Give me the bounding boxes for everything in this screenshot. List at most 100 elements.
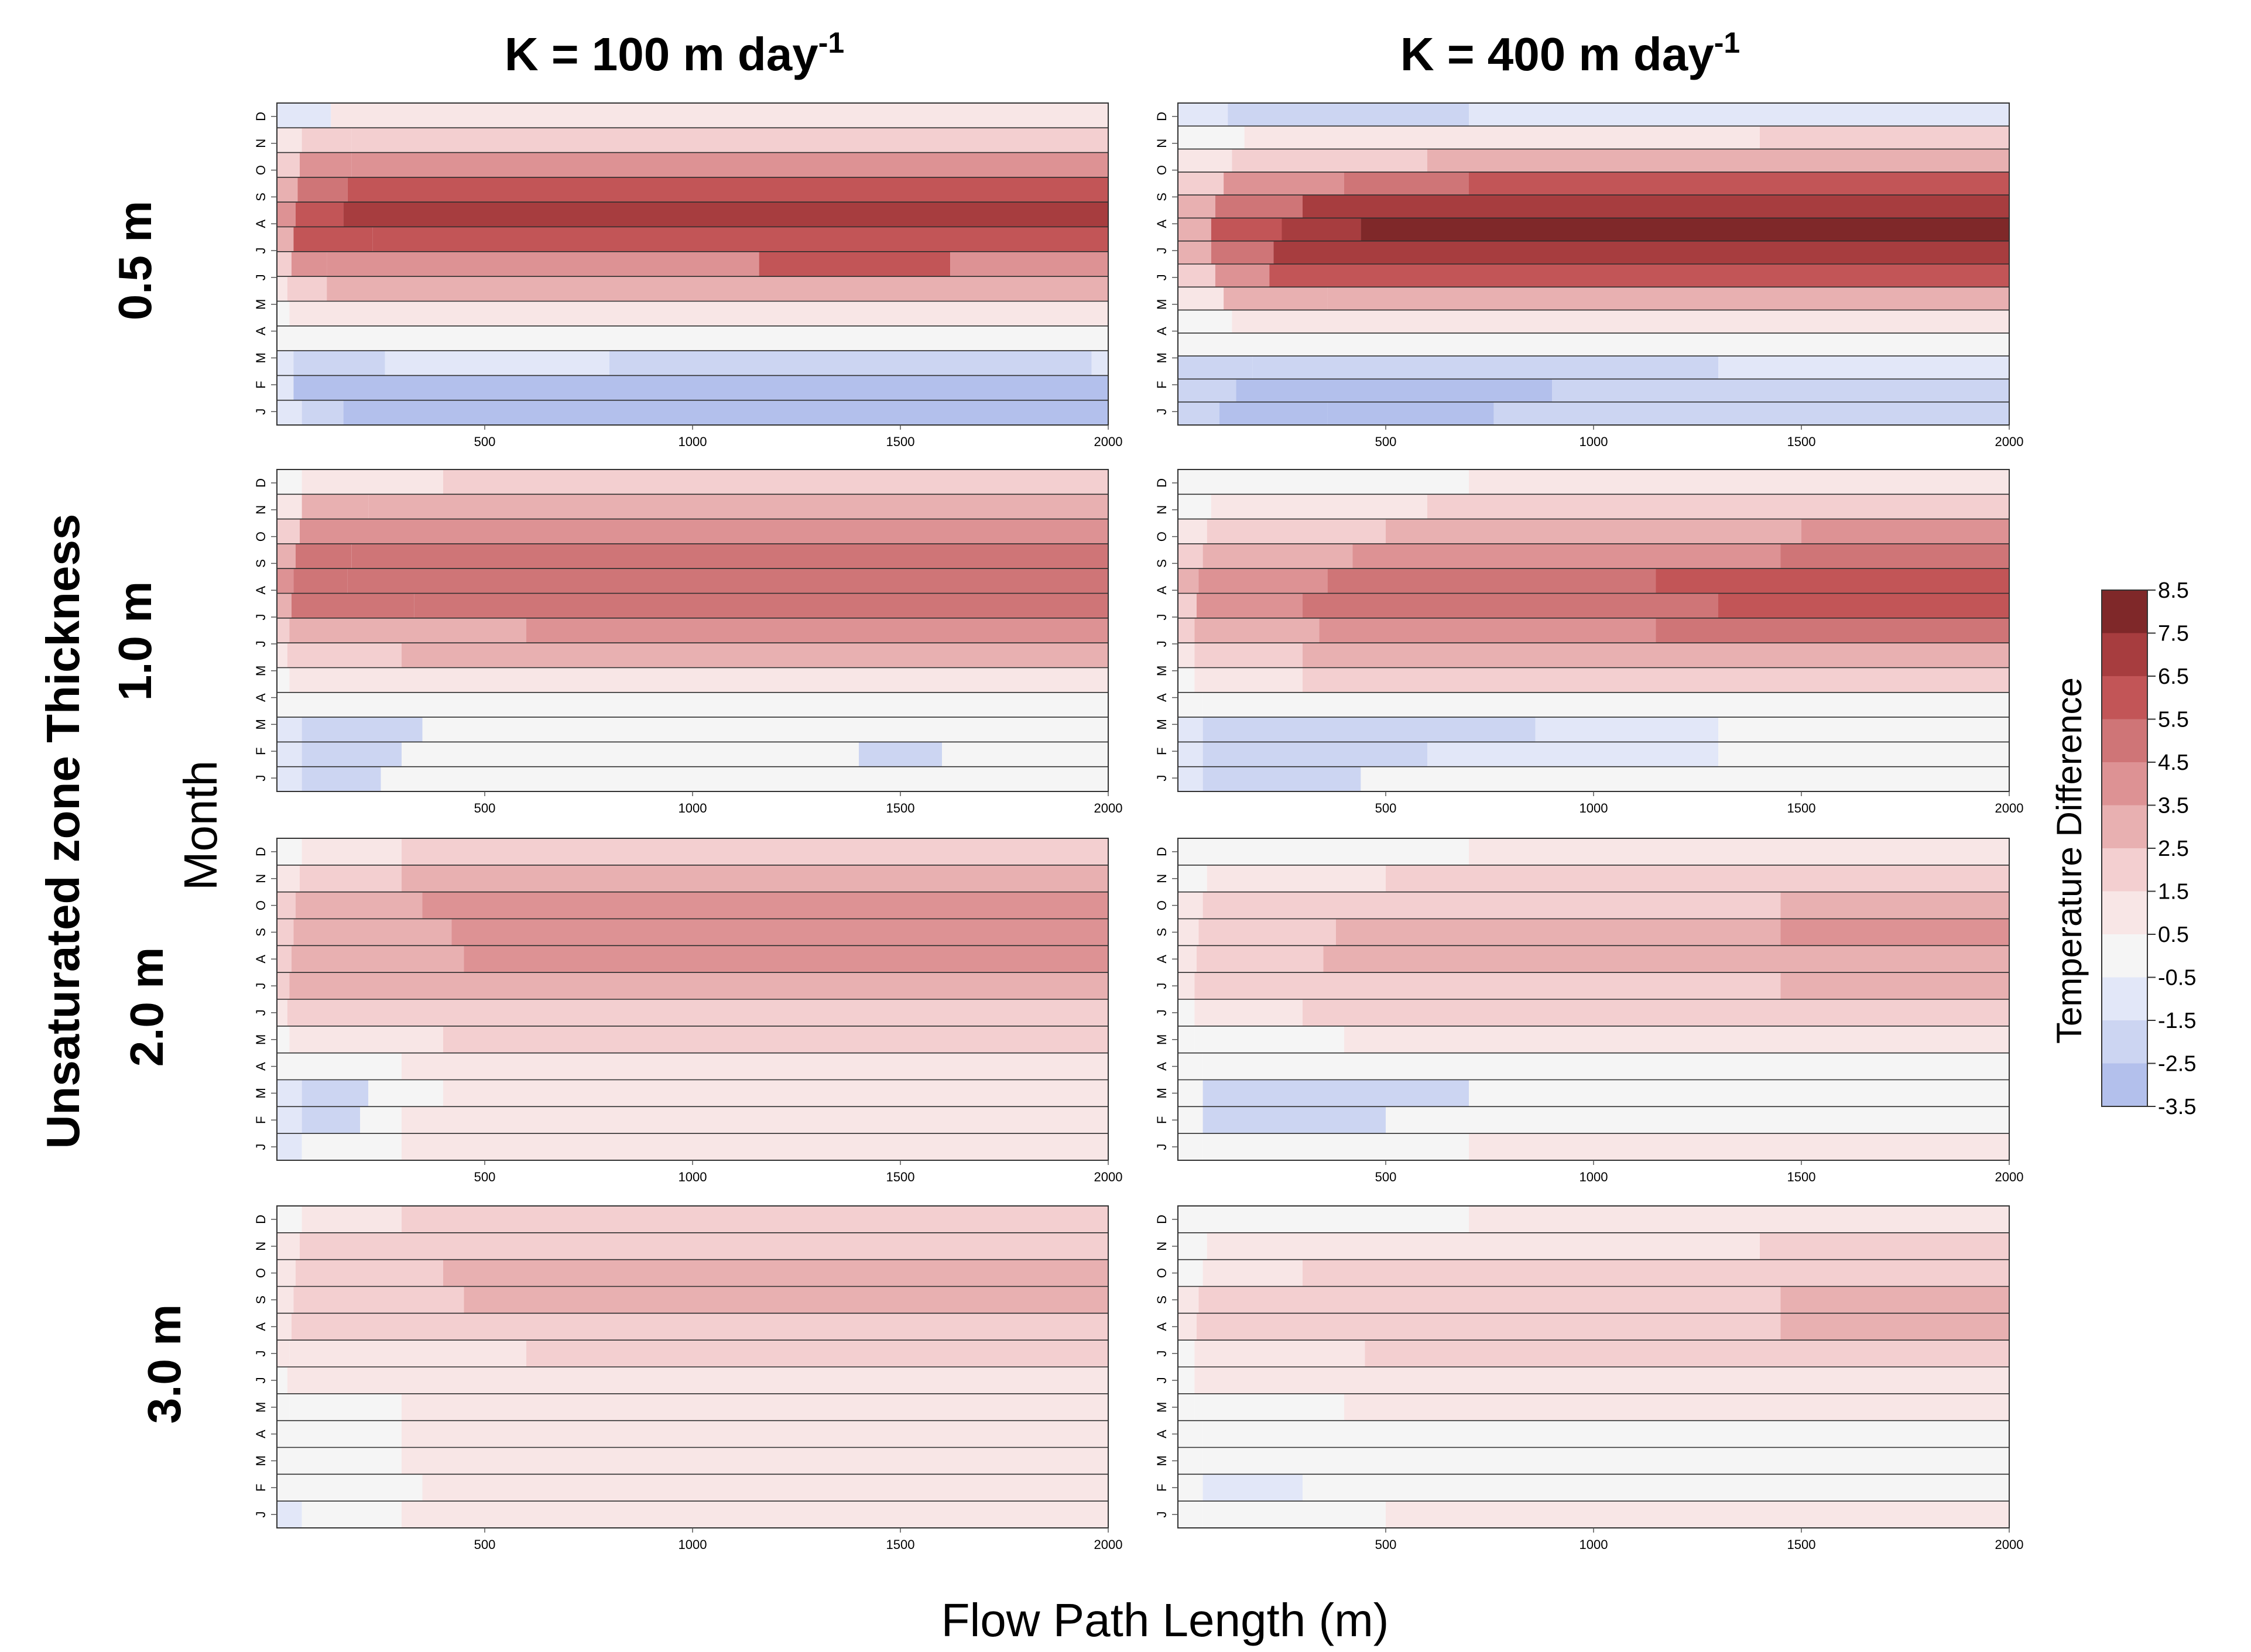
heat-cell — [277, 618, 290, 643]
heat-cell — [1178, 469, 1219, 495]
month-tick-label: S — [1154, 1295, 1169, 1304]
heat-cell — [277, 177, 298, 203]
month-tick-label: A — [1154, 693, 1169, 702]
heat-cell — [1718, 643, 2009, 668]
heat-cell — [402, 1106, 1108, 1134]
month-tick-label: J — [1154, 775, 1169, 782]
month-tick-label: D — [1154, 1215, 1169, 1224]
heat-cell — [1178, 692, 1203, 718]
heat-cell — [1178, 568, 1199, 594]
heat-cell — [277, 918, 294, 946]
heat-cell — [1198, 918, 1336, 946]
heat-cell — [277, 1447, 302, 1475]
heat-cell — [1386, 865, 1781, 893]
heat-cell — [277, 766, 302, 792]
colorbar-legend: 8.5 7.5 6.5 5.5 4.5 3.5 2.5 1.5 0.5 -0.5 -1.5 -2.5 -… — [2101, 578, 2196, 1119]
month-tick-label: D — [253, 478, 268, 488]
x-tick-label: 1500 — [886, 1170, 915, 1184]
x-tick-label: 500 — [474, 1537, 496, 1552]
month-tick-label: M — [253, 1455, 268, 1466]
heat-cell — [1178, 1393, 1195, 1421]
heat-cell — [1197, 1313, 1344, 1341]
heat-cell — [1198, 568, 1328, 594]
heat-cell — [1236, 379, 1552, 403]
heat-cell — [402, 1420, 1108, 1448]
heat-cell — [360, 519, 1108, 544]
x-tick-label: 500 — [1375, 434, 1397, 449]
panel-0-5m-col1: J F M A M J J A S O N D 500 1000 1500 2000 — [1154, 102, 2023, 449]
month-tick-label: M — [253, 299, 268, 310]
heat-cell — [1718, 356, 2009, 379]
heat-cell — [1273, 241, 2009, 265]
x-tick-label: 1500 — [1787, 1537, 1816, 1552]
heat-cell — [1202, 1133, 1469, 1161]
heat-cell — [293, 918, 452, 946]
legend-swatch — [2102, 719, 2147, 763]
heat-cell — [1232, 310, 2009, 334]
heat-cell — [1178, 241, 1211, 265]
heat-cell — [1202, 742, 1427, 767]
heat-cell — [1178, 310, 1232, 334]
heat-cell — [293, 351, 385, 376]
month-tick-label: J — [1154, 1512, 1169, 1518]
heat-cell — [1303, 892, 1781, 919]
heat-cell — [1197, 945, 1324, 973]
heat-cell — [402, 742, 859, 767]
heat-cell — [1344, 1026, 2009, 1054]
month-tick-label: J — [253, 274, 268, 280]
month-tick-label: J — [1154, 274, 1169, 280]
heat-cell — [1760, 1079, 2009, 1107]
heat-cell — [277, 1106, 302, 1134]
heat-cell — [1178, 766, 1203, 792]
heat-cell — [1215, 195, 1303, 218]
heat-cell — [277, 325, 1108, 351]
heat-cell — [277, 972, 290, 1000]
heat-cell — [1469, 1079, 1760, 1107]
x-tick-label: 500 — [474, 1170, 496, 1184]
heat-cell — [1178, 1447, 1203, 1475]
month-tick-label: A — [1154, 1430, 1169, 1438]
month-tick-label: J — [253, 983, 268, 989]
heat-cell — [1760, 126, 2009, 150]
x-axis-title: Flow Path Length (m) — [941, 1594, 1389, 1646]
legend-tick-label: -1.5 — [2158, 1009, 2196, 1033]
x-tick-label: 500 — [1375, 801, 1397, 815]
month-tick-label: D — [253, 112, 268, 121]
heat-cell — [1323, 1286, 1781, 1314]
heat-cell — [301, 469, 443, 495]
legend-tick-label: 1.5 — [2158, 880, 2189, 904]
heat-cell — [1178, 402, 1219, 426]
heat-cell — [1780, 918, 2009, 946]
heat-cell — [414, 593, 1108, 619]
heat-cell — [1718, 717, 2009, 742]
x-tick-label: 2000 — [1094, 1170, 1123, 1184]
x-tick-label: 2000 — [1995, 801, 2024, 815]
heat-cell — [1178, 838, 1211, 866]
heat-cell — [1252, 356, 1718, 379]
heat-cell — [1178, 287, 1224, 311]
heat-cell — [293, 375, 1108, 401]
heat-cell — [1091, 351, 1108, 376]
row-title-0-5m: 0.5 m — [109, 201, 161, 321]
month-tick-label: A — [253, 327, 268, 335]
heat-cell — [291, 251, 327, 277]
heat-cell — [1552, 379, 2009, 403]
heat-cell — [1178, 972, 1195, 1000]
heat-cell — [1198, 1286, 1324, 1314]
heat-cell — [1240, 333, 2009, 357]
legend-tick-label: 3.5 — [2158, 794, 2189, 818]
heat-cell — [1178, 1286, 1199, 1314]
heat-cell — [300, 519, 360, 544]
heat-cell — [485, 1313, 1108, 1341]
month-tick-label: O — [253, 1268, 268, 1278]
month-tick-label: M — [1154, 299, 1169, 310]
heat-cell — [277, 1259, 296, 1287]
heat-cell — [1178, 865, 1207, 893]
month-tick-label: M — [253, 1088, 268, 1098]
heat-cell — [1215, 264, 1270, 287]
x-tick-label: 1500 — [886, 434, 915, 449]
heat-cell — [1319, 618, 1656, 643]
legend-tick-label: 8.5 — [2158, 578, 2189, 603]
heat-cell — [1427, 494, 2009, 520]
heat-cell — [1427, 1053, 2009, 1080]
